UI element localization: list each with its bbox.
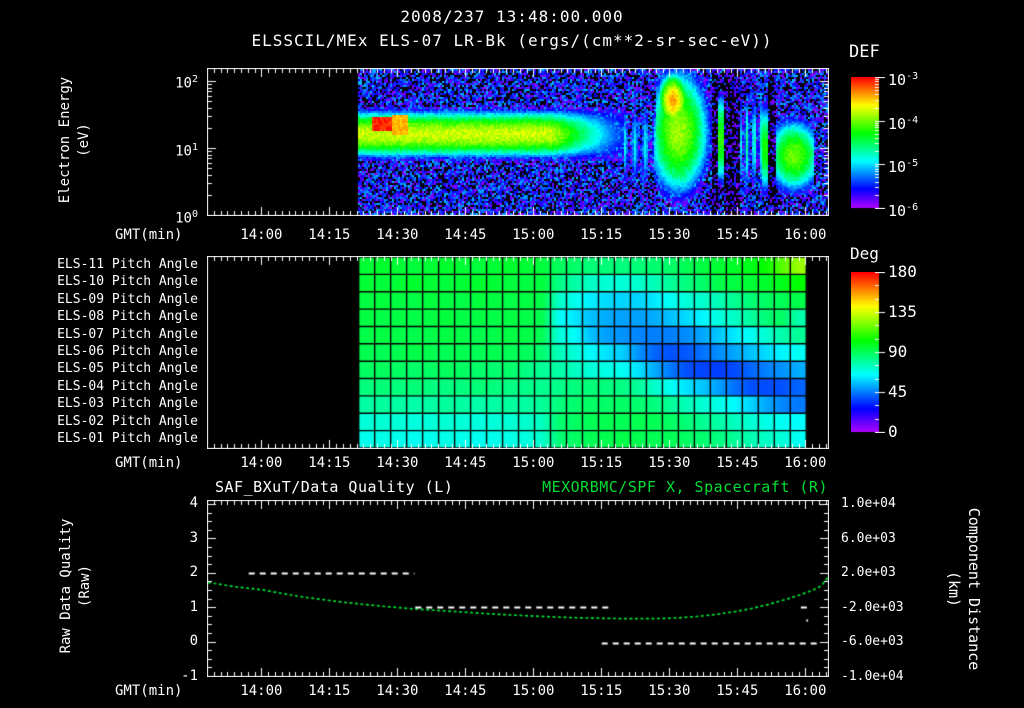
p2-colorbar-tick-label: 0 [888, 422, 898, 441]
p3-title-right: MEXORBMC/SPF X, Spacecraft (R) [542, 478, 828, 496]
p3-right-tick-label: -2.0e+03 [841, 599, 904, 615]
p2-row-label: ELS-08 Pitch Angle [57, 309, 198, 325]
page-subtitle: ELSSCIL/MEx ELS-07 LR-Bk (ergs/(cm**2-sr… [251, 31, 773, 50]
x-tick-label: 14:15 [308, 683, 351, 699]
p3-title-left: SAF_BXuT/Data Quality (L) [215, 478, 454, 496]
p2-row-label: ELS-04 Pitch Angle [57, 378, 198, 394]
p1-y-tick-label: 101 [175, 141, 198, 160]
x-tick-label: 15:30 [648, 683, 691, 699]
x-tick-label: 14:30 [376, 227, 419, 243]
x-tick-label: 16:00 [784, 683, 827, 699]
p1-colorbar-tick-label: 10-3 [888, 71, 919, 89]
p3-left-tick-label: 4 [189, 495, 198, 511]
x-tick-label: 14:15 [308, 227, 351, 243]
p1-colorbar-tick-label: 10-5 [888, 158, 919, 177]
x-tick-label: 15:15 [580, 455, 623, 471]
p2-colorbar-tick-label: 180 [888, 262, 917, 281]
x-tick-label: 14:45 [444, 455, 487, 471]
p3-left-axis-label: Raw Data Quality (Raw) [57, 519, 95, 654]
pitch-angle-canvas [207, 256, 829, 449]
p1-colorbar [851, 77, 889, 209]
p3-right-tick-label: 6.0e+03 [841, 530, 896, 546]
p2-row-label: ELS-01 Pitch Angle [57, 431, 198, 447]
x-tick-label: 15:30 [648, 227, 691, 243]
p1-colorbar-tick-label: 10-6 [888, 202, 919, 220]
x-tick-label: 16:00 [784, 455, 827, 471]
p2-row-label: ELS-02 Pitch Angle [57, 413, 198, 429]
p2-row-label: ELS-07 Pitch Angle [57, 326, 198, 342]
x-tick-label: 14:00 [240, 683, 283, 699]
p1-y-axis-label: Electron Energy (eV) [56, 77, 94, 203]
p2-colorbar [851, 272, 889, 433]
p3-left-axis-label-line1: Raw Data Quality [58, 518, 74, 654]
p2-row-label: ELS-05 Pitch Angle [57, 361, 198, 377]
p3-left-tick-label: 1 [189, 598, 198, 615]
p2-row-label: ELS-06 Pitch Angle [57, 344, 198, 359]
x-tick-label: 15:45 [716, 455, 759, 471]
x-tick-label: 14:15 [308, 455, 351, 471]
page-title: 2008/237 13:48:00.000 [400, 7, 624, 26]
x-tick-label: 15:45 [716, 227, 759, 243]
p2-x-axis-label: GMT(min) [115, 455, 183, 471]
x-tick-label: 15:45 [716, 683, 759, 699]
x-tick-label: 14:30 [376, 455, 419, 471]
p2-row-label: ELS-03 Pitch Angle [57, 396, 198, 412]
p3-right-tick-label: -6.0e+03 [841, 634, 904, 650]
p3-right-axis-label-line1: Component Distance [965, 507, 983, 671]
p3-right-axis-label-line2: (km) [945, 570, 963, 608]
x-tick-label: 15:15 [580, 227, 623, 243]
p2-colorbar-tick-label: 45 [888, 382, 908, 401]
p3-left-tick-label: -1 [181, 667, 198, 684]
x-tick-label: 14:00 [240, 227, 283, 243]
x-tick-label: 15:00 [512, 227, 555, 243]
p2-row-label: ELS-09 Pitch Angle [57, 291, 198, 307]
p3-right-axis-label: Component Distance (km) [944, 508, 984, 671]
p3-left-tick-label: 2 [189, 564, 198, 581]
x-tick-label: 14:00 [240, 455, 283, 471]
p3-right-tick-label: -1.0e+04 [841, 668, 904, 684]
p1-y-axis-label-line2: (eV) [76, 123, 92, 157]
p1-y-tick-label: 100 [175, 209, 198, 227]
p3-left-axis-label-line2: (Raw) [77, 564, 93, 608]
x-tick-label: 15:00 [512, 683, 555, 699]
p2-colorbar-tick-label: 135 [888, 302, 917, 321]
p3-left-tick-label: 0 [189, 633, 198, 650]
x-tick-label: 14:45 [444, 683, 487, 699]
p1-y-tick-label: 102 [175, 74, 198, 92]
x-tick-label: 15:00 [512, 455, 555, 471]
p3-left-tick-label: 3 [189, 529, 198, 546]
x-tick-label: 16:00 [784, 227, 827, 243]
p1-colorbar-tick-label: 10-4 [888, 114, 919, 133]
p2-row-label: ELS-10 Pitch Angle [57, 274, 198, 290]
x-tick-label: 14:45 [444, 227, 487, 243]
p1-x-axis-label: GMT(min) [115, 227, 183, 243]
p3-x-axis-label: GMT(min) [115, 683, 183, 699]
p1-y-axis-label-line1: Electron Energy [57, 76, 73, 204]
x-tick-label: 14:30 [376, 683, 419, 699]
p1-colorbar-title: DEF [849, 42, 880, 62]
x-tick-label: 15:30 [648, 455, 691, 471]
p2-row-label: ELS-11 Pitch Angle [57, 256, 198, 272]
quality-distance-canvas [207, 500, 829, 677]
p3-right-tick-label: 1.0e+04 [841, 496, 896, 511]
spectrogram-canvas [207, 68, 829, 216]
p3-right-tick-label: 2.0e+03 [841, 565, 896, 581]
p2-colorbar-title: Deg [850, 244, 879, 263]
x-tick-label: 15:15 [580, 683, 623, 699]
p2-colorbar-tick-label: 90 [888, 342, 908, 361]
